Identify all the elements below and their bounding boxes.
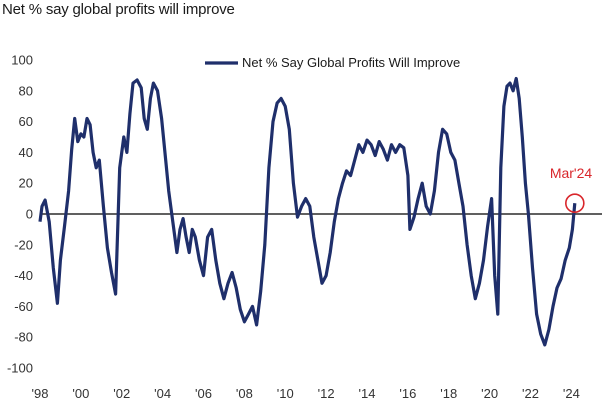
- series-line: [38, 76, 577, 347]
- y-tick-label: 20: [19, 176, 33, 191]
- x-tick-label: '10: [277, 386, 294, 401]
- annotation: Mar'24: [550, 165, 593, 214]
- y-tick-label: -40: [14, 268, 33, 283]
- legend: Net % Say Global Profits Will Improve: [205, 55, 460, 70]
- x-tick-label: '16: [399, 386, 416, 401]
- y-tick-label: 0: [26, 207, 33, 222]
- x-tick-label: '04: [154, 386, 171, 401]
- x-axis: '98 '00 '02 '04 '06 '08 '10 '12 '14 '16 '18 '20 '22 '…: [32, 386, 580, 401]
- x-tick-label: '18: [440, 386, 457, 401]
- y-tick-label: 40: [19, 145, 33, 160]
- annotation-label: Mar'24: [550, 165, 593, 181]
- y-tick-label: -60: [14, 299, 33, 314]
- x-tick-label: '06: [195, 386, 212, 401]
- legend-label: Net % Say Global Profits Will Improve: [242, 55, 460, 70]
- x-tick-label: '08: [236, 386, 253, 401]
- y-axis: 100 80 60 40 20 0 -20 -40 -60 -80 -100: [7, 53, 33, 376]
- x-tick-label: '22: [522, 386, 539, 401]
- x-tick-label: '14: [359, 386, 376, 401]
- x-tick-label: '02: [113, 386, 130, 401]
- x-tick-label: '12: [318, 386, 335, 401]
- y-tick-label: 60: [19, 114, 33, 129]
- page-title: Net % say global profits will improve: [2, 1, 235, 18]
- y-tick-label: -20: [14, 237, 33, 252]
- x-tick-label: '20: [481, 386, 498, 401]
- y-tick-label: -80: [14, 330, 33, 345]
- y-tick-label: 100: [11, 53, 33, 68]
- x-tick-label: '24: [563, 386, 580, 401]
- y-tick-label: 80: [19, 83, 33, 98]
- x-tick-label: '00: [72, 386, 89, 401]
- x-tick-label: '98: [32, 386, 49, 401]
- annotation-circle: [565, 193, 585, 214]
- y-tick-label: -100: [7, 361, 33, 376]
